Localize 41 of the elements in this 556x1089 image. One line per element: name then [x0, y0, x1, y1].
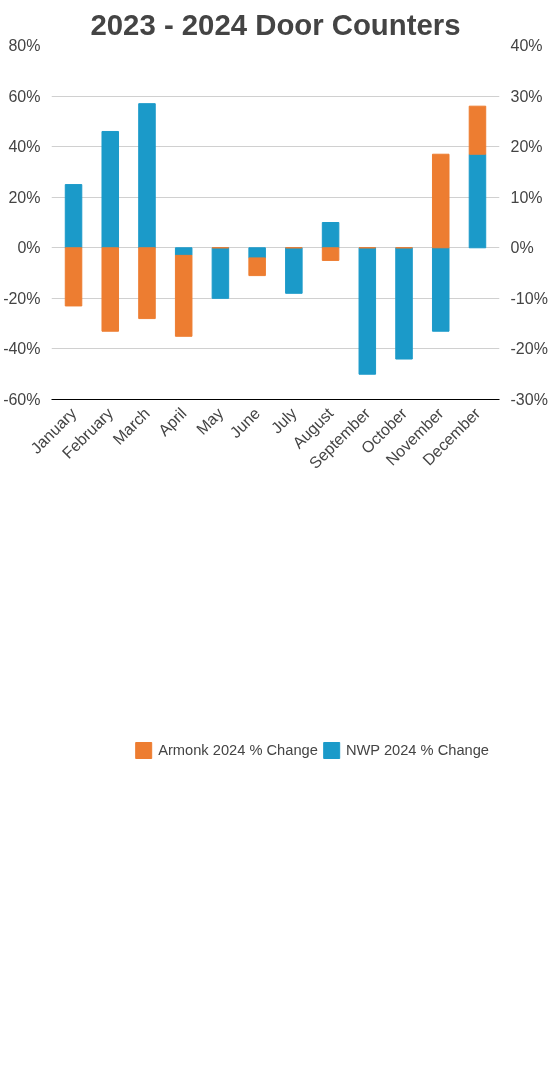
bar: [174, 254, 193, 337]
bar: [468, 105, 487, 155]
bar: [431, 247, 450, 332]
bar: [64, 247, 83, 307]
y-tick-label: 60%: [8, 87, 41, 105]
bar: [285, 247, 303, 294]
y2-tick-label: -30%: [510, 391, 548, 408]
bar: [248, 247, 266, 259]
y2-tick-label: 10%: [510, 188, 543, 206]
bar: [321, 247, 340, 261]
y-tick-label: -60%: [3, 391, 41, 408]
y-tick-label: 40%: [8, 138, 41, 156]
bar: [174, 247, 193, 256]
bar: [321, 222, 340, 249]
bar: [248, 257, 266, 277]
bar: [138, 247, 156, 320]
chart-title: 2023 - 2024 Door Counters: [90, 7, 461, 41]
bar: [395, 247, 413, 360]
y-tick-label: -20%: [3, 289, 41, 307]
bar: [211, 247, 230, 299]
x-tick-label: July: [267, 404, 300, 437]
y2-tick-label: 30%: [510, 87, 543, 105]
legend-label: NWP 2024 % Change: [345, 742, 489, 758]
y2-tick-label: -20%: [510, 340, 548, 358]
legend-label: Armonk 2024 % Change: [158, 742, 318, 758]
y2-tick-label: -10%: [510, 289, 548, 307]
bar: [468, 153, 487, 249]
bar: [101, 247, 120, 332]
y-tick-label: 20%: [8, 188, 41, 206]
y-tick-label: 80%: [8, 37, 41, 54]
y2-tick-label: 20%: [510, 138, 543, 156]
bar: [101, 130, 120, 249]
x-tick-label: May: [193, 404, 227, 438]
y-tick-label: -40%: [3, 340, 41, 358]
y2-tick-label: 40%: [510, 37, 543, 54]
y-tick-label: 0%: [17, 239, 41, 257]
bar: [431, 153, 450, 249]
bar: [64, 184, 83, 249]
bar: [358, 247, 377, 375]
y2-tick-label: 0%: [510, 239, 534, 257]
bar: [138, 103, 156, 249]
